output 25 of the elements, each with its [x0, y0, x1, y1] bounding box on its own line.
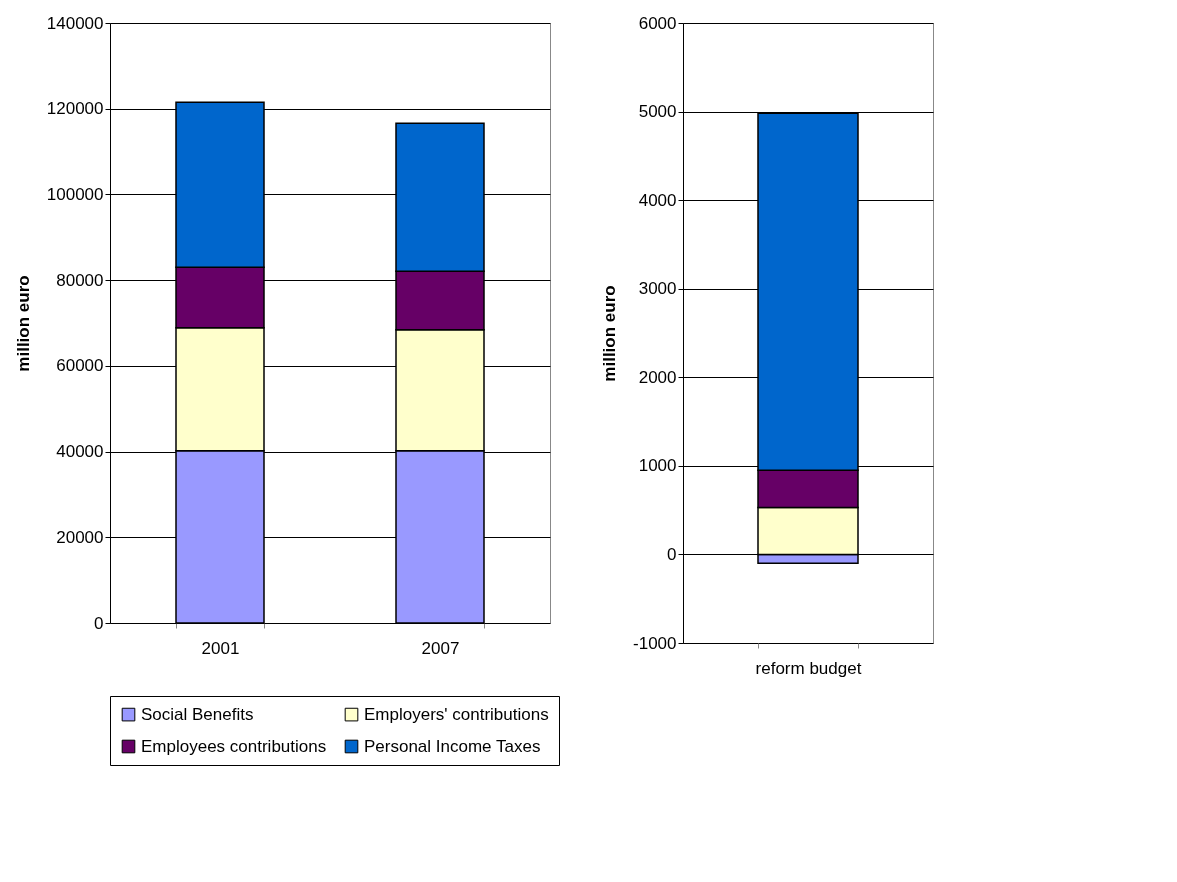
- y-tick-label: 140000: [46, 13, 104, 33]
- y-axis-title: million euro: [13, 275, 33, 372]
- legend-label: Social Benefits: [141, 704, 254, 724]
- legend-label: Personal Income Taxes: [364, 736, 541, 756]
- y-tick-label: 6000: [638, 13, 677, 33]
- legend-label: Employers' contributions: [364, 704, 549, 724]
- y-tick-label: 3000: [638, 279, 677, 299]
- legend-label: Employees contributions: [141, 736, 327, 756]
- y-axis-title: million euro: [600, 285, 620, 382]
- y-tick-label: 60000: [56, 356, 104, 376]
- y-tick-label: 100000: [46, 184, 104, 204]
- x-tick-label: reform budget: [755, 658, 862, 678]
- x-tick-label: 2001: [201, 638, 240, 658]
- y-tick-label: 2000: [638, 367, 677, 387]
- y-tick-label: 20000: [56, 527, 104, 547]
- y-tick-label: 4000: [638, 190, 677, 210]
- y-tick-label: -1000: [633, 633, 677, 653]
- x-tick-label: 2007: [421, 638, 460, 658]
- y-tick-label: 1000: [638, 456, 677, 476]
- y-tick-label: 80000: [56, 270, 104, 290]
- y-tick-label: 40000: [56, 442, 104, 462]
- y-tick-label: 120000: [46, 99, 104, 119]
- y-tick-label: 5000: [638, 102, 677, 122]
- y-tick-label: 0: [667, 544, 677, 564]
- y-tick-label: 0: [94, 613, 104, 633]
